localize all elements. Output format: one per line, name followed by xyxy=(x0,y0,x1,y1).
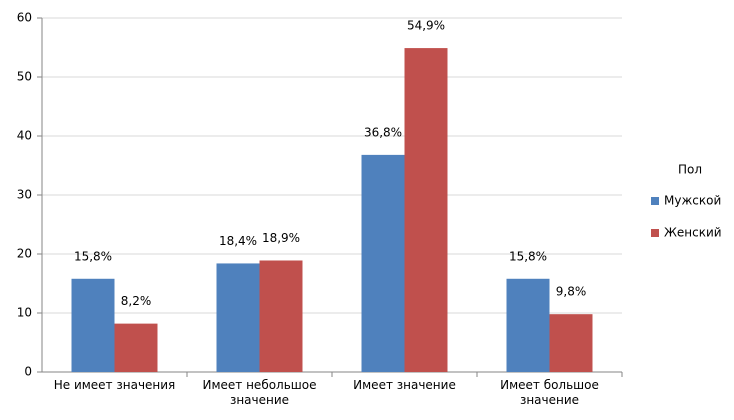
data-label: 9,8% xyxy=(556,285,587,299)
x-tick-label: Имеет большое значение xyxy=(500,378,599,407)
x-tick-label: Не имеет значения xyxy=(53,378,176,392)
y-tick-label: 0 xyxy=(24,365,32,379)
bar xyxy=(114,323,158,372)
legend-swatch xyxy=(651,229,659,237)
y-tick-label: 30 xyxy=(17,188,32,202)
y-tick-label: 40 xyxy=(17,129,32,143)
data-label: 36,8% xyxy=(364,125,402,139)
x-tick-label: Имеет значение xyxy=(353,378,456,392)
legend-label: Женский xyxy=(664,226,722,240)
data-label: 15,8% xyxy=(74,249,112,263)
data-label: 8,2% xyxy=(121,294,152,308)
bar xyxy=(259,260,303,372)
bar xyxy=(216,263,260,372)
data-label: 15,8% xyxy=(509,249,547,263)
bar xyxy=(404,48,448,373)
legend-label: Мужской xyxy=(664,194,721,208)
data-label: 54,9% xyxy=(407,19,445,33)
data-label: 18,4% xyxy=(219,234,257,248)
bar xyxy=(71,278,115,372)
y-tick-label: 10 xyxy=(17,306,32,320)
y-tick-label: 20 xyxy=(17,247,32,261)
bar xyxy=(506,278,550,372)
data-label: 18,9% xyxy=(262,231,300,245)
y-tick-label: 60 xyxy=(17,11,32,25)
bar xyxy=(361,154,405,372)
bar xyxy=(549,314,593,372)
legend-title: Пол xyxy=(678,163,702,177)
y-tick-label: 50 xyxy=(17,70,32,84)
x-tick-label: Имеет небольшое значение xyxy=(202,378,317,407)
legend-swatch xyxy=(651,197,659,205)
